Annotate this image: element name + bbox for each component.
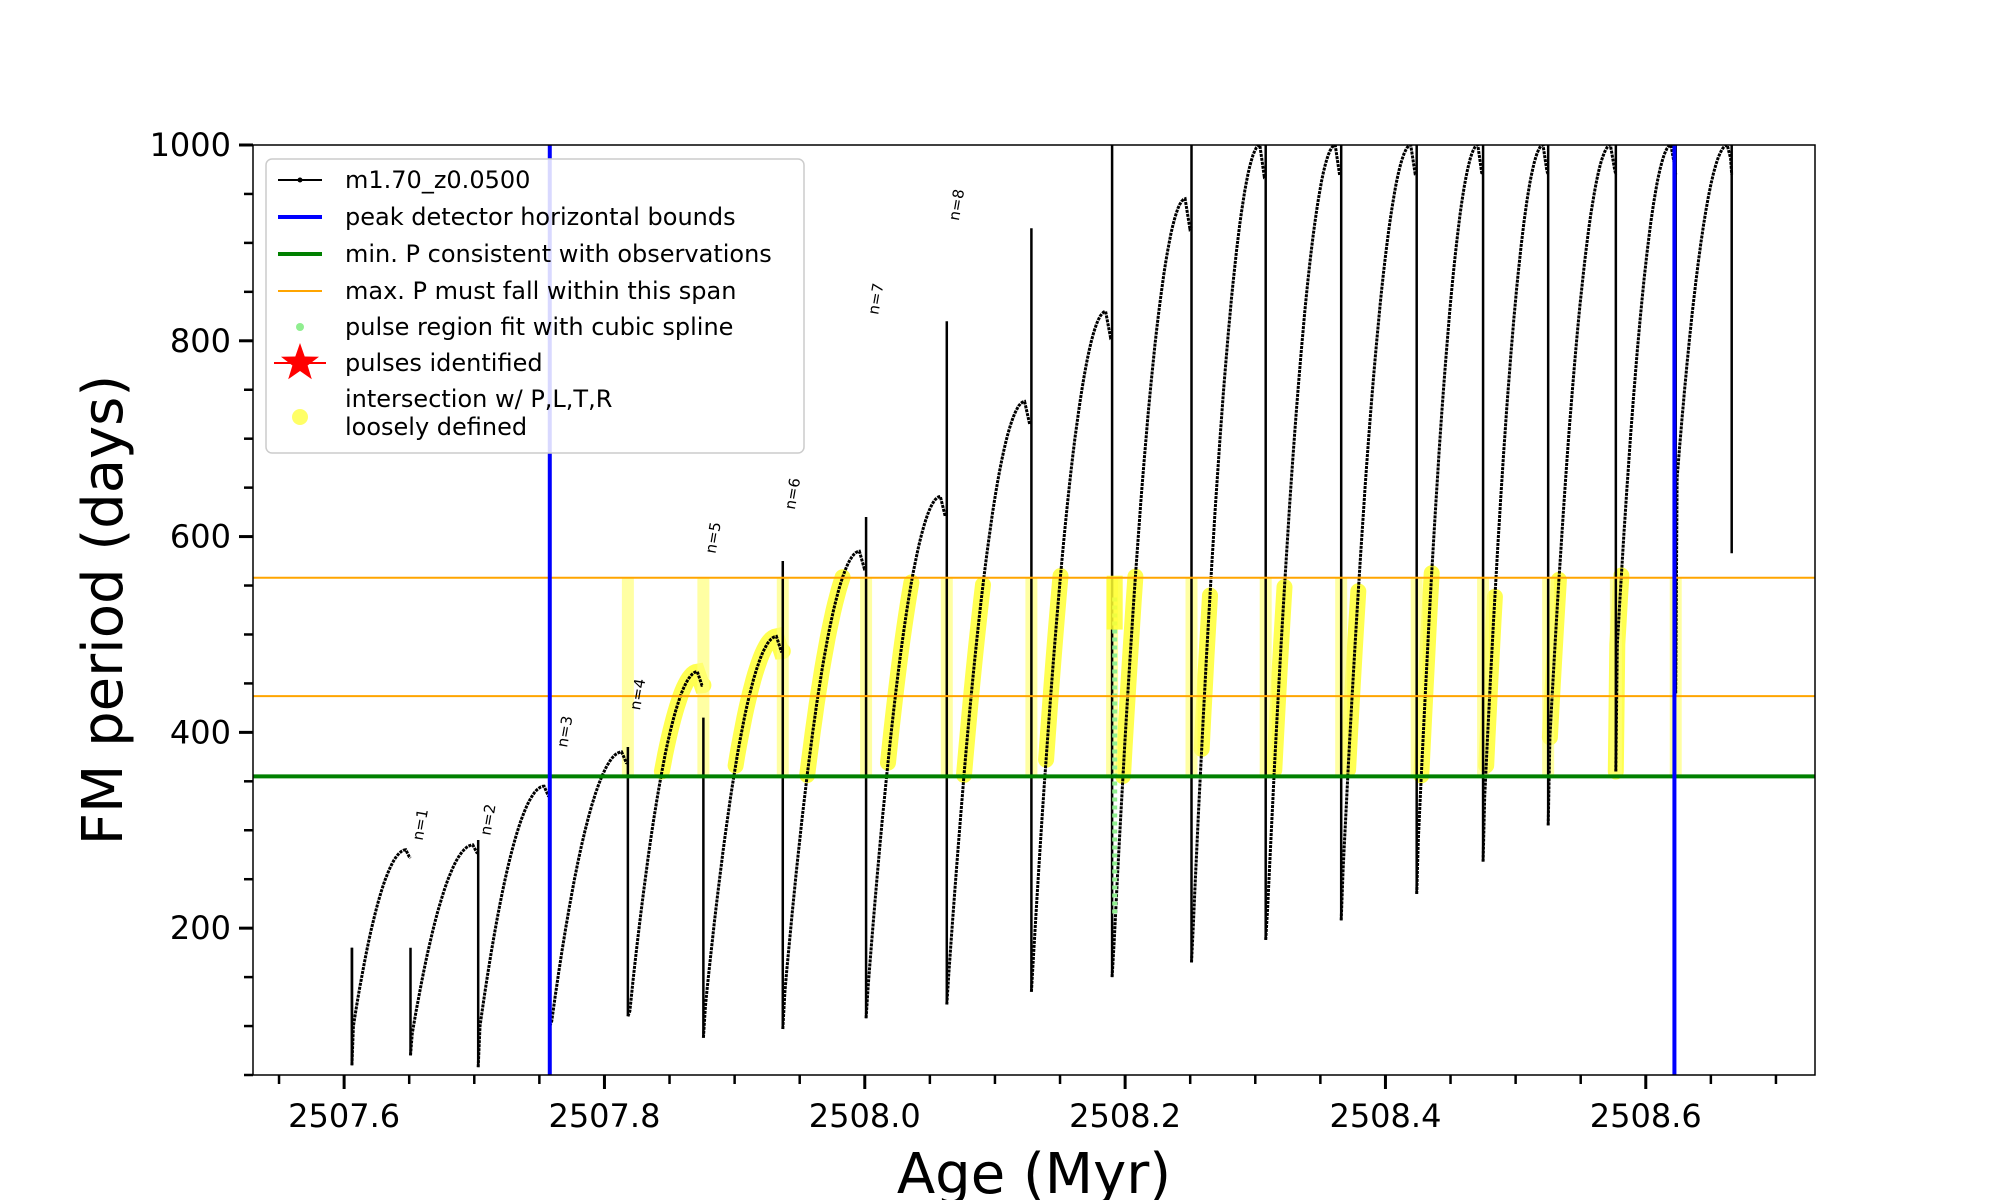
cycle-curve <box>476 784 551 1068</box>
plot-area <box>350 145 1734 1068</box>
pulse-label: n=1 <box>409 807 432 841</box>
cycle-curve <box>1674 145 1734 694</box>
axes-frame <box>252 144 1816 1076</box>
legend-label: loosely defined <box>345 413 527 441</box>
legend-label: max. P must fall within this span <box>345 277 736 305</box>
legend-swatch-marker <box>297 177 303 183</box>
cycle-curve <box>945 399 1033 1005</box>
cycle-curve <box>1190 145 1267 963</box>
pulse-label: n=8 <box>945 188 968 222</box>
cycle-curve <box>409 843 479 1056</box>
cycle-curve <box>1415 145 1485 894</box>
legend-label: intersection w/ P,L,T,R <box>345 385 612 413</box>
cycle-curve <box>781 549 867 1030</box>
legend-entry: max. P must fall within this span <box>278 277 736 305</box>
legend-swatch <box>292 409 308 425</box>
pulse-label: n=5 <box>702 521 725 555</box>
cycle-curve <box>1110 196 1193 978</box>
yellow-spike-highlight <box>697 577 710 777</box>
cycle-curve <box>864 494 948 1019</box>
x-axis: 2507.6 2507.8 2508.0 2508.2 2508.4 2508.6 <box>277 1075 1778 1135</box>
legend-label: pulse region fit with cubic spline <box>345 313 733 341</box>
y-tick-label: 600 <box>170 518 231 556</box>
pulse-label: n=6 <box>781 476 804 510</box>
y-tick-label: 200 <box>170 909 231 947</box>
cycle-curve <box>350 848 412 1066</box>
cycle-curve <box>548 750 629 1027</box>
x-tick-label: 2507.8 <box>548 1097 660 1135</box>
y-tick-label: 1000 <box>150 126 231 164</box>
x-tick-label: 2508.0 <box>809 1097 921 1135</box>
legend-box <box>265 158 805 454</box>
x-tick-label: 2508.4 <box>1329 1097 1441 1135</box>
cycle-curve <box>1546 145 1618 826</box>
y-axis: 200 400 600 800 1000 <box>150 126 253 1077</box>
legend-entry: pulse region fit with cubic spline <box>296 313 733 341</box>
cycle-curve <box>1264 145 1343 940</box>
legend-entry: peak detector horizontal bounds <box>278 203 736 231</box>
x-axis-title: Age (Myr) <box>897 1142 1171 1200</box>
cycle-curve <box>1481 145 1550 862</box>
y-tick-label: 400 <box>170 713 231 751</box>
cycle-curve <box>1029 309 1114 992</box>
legend-label: peak detector horizontal bounds <box>345 203 736 231</box>
y-axis-title: FM period (days) <box>71 375 136 845</box>
spline-fit-series <box>1106 575 1123 914</box>
pulse-label: n=2 <box>476 802 499 836</box>
spline-yellow-cap <box>1106 575 1123 630</box>
plot-frame <box>252 144 1816 1076</box>
cycle-curve <box>701 634 783 1038</box>
legend-swatch <box>281 343 319 380</box>
reference-lines <box>253 145 1815 1075</box>
legend-label: m1.70_z0.0500 <box>345 166 530 194</box>
cycle-curve <box>626 669 704 1017</box>
pulse-labels: n=1 n=2 n=3 n=4 n=5 n=6 n=7 n=8 <box>409 188 969 842</box>
x-tick-label: 2508.6 <box>1590 1097 1702 1135</box>
y-tick-label: 800 <box>170 322 231 360</box>
legend-label: pulses identified <box>345 349 543 377</box>
pulse-label: n=7 <box>864 282 887 316</box>
pulse-label: n=3 <box>553 714 576 748</box>
legend-swatch <box>296 323 304 331</box>
x-tick-label: 2508.2 <box>1069 1097 1181 1135</box>
legend-entry: pulses identified <box>274 343 543 380</box>
cycle-curve <box>1339 145 1418 921</box>
legend-entry: m1.70_z0.0500 <box>278 166 530 194</box>
pulse-label: n=4 <box>626 677 649 711</box>
legend-entry: min. P consistent with observations <box>278 240 772 268</box>
legend-label: min. P consistent with observations <box>345 240 772 268</box>
x-tick-label: 2507.6 <box>288 1097 400 1135</box>
yellow-spike-highlight <box>621 577 634 777</box>
